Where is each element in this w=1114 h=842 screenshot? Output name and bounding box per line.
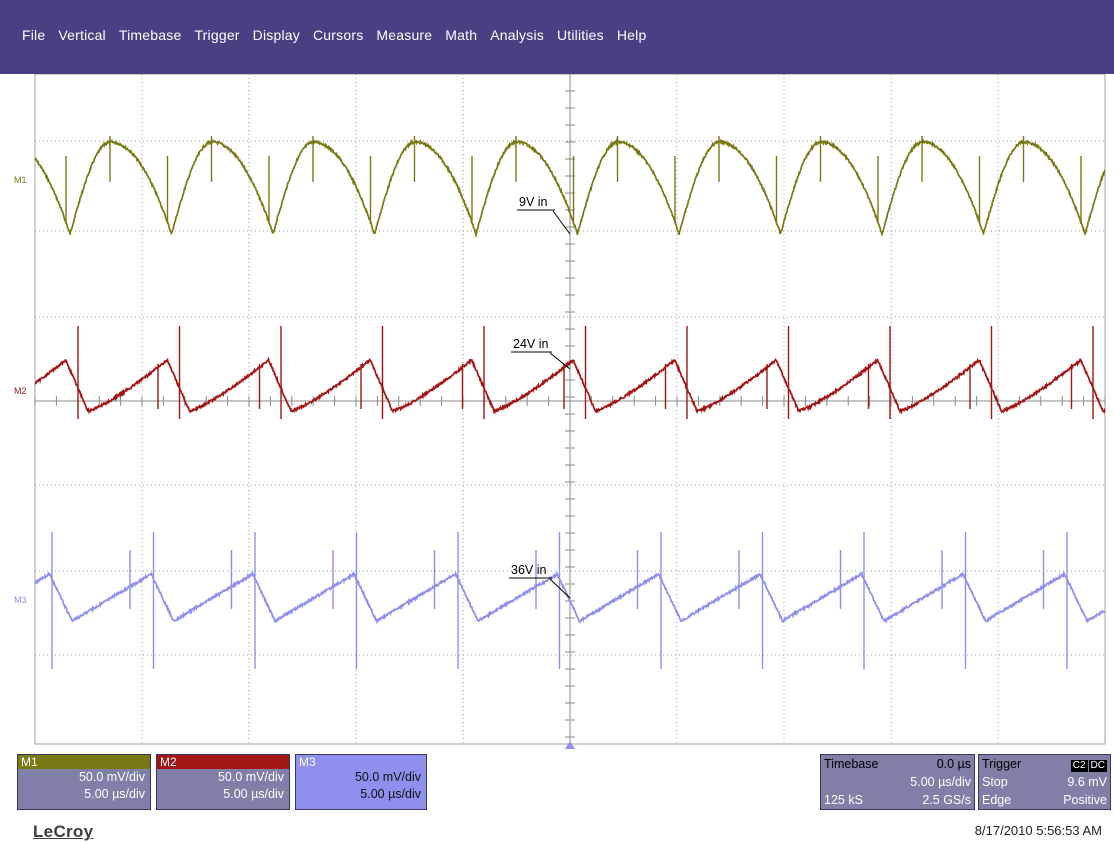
channel-tile-m3[interactable]: M3 50.0 mV/div 5.00 µs/div [295,754,427,810]
menu-display[interactable]: Display [252,27,300,43]
channel-tile-m1[interactable]: M1 50.0 mV/div 5.00 µs/div [17,754,151,810]
m3-tdiv: 5.00 µs/div [360,787,421,801]
annotations: 9V in 24V in 36V in [509,195,571,599]
annotation-9v: 9V in [519,195,548,209]
m2-vdiv: 50.0 mV/div [217,770,284,784]
trigger-slope: Positive [1063,793,1107,807]
channel-tab-m3: M3 [296,755,426,769]
lecroy-logo: LeCroy [33,822,94,841]
menu-trigger[interactable]: Trigger [194,27,240,43]
m1-marker: M1 [14,175,27,185]
channel-tile-m2[interactable]: M2 50.0 mV/div 5.00 µs/div [156,754,290,810]
annotation-24v: 24V in [513,337,548,351]
menu-analysis[interactable]: Analysis [490,27,544,43]
m2-tdiv: 5.00 µs/div [223,787,284,801]
trace-m3 [34,569,1106,625]
graticule [34,74,1106,745]
menu-cursors[interactable]: Cursors [312,27,364,43]
trace-m1 [34,138,1106,239]
annotation-36v: 36V in [511,563,546,577]
trigger-mode: Stop [982,775,1008,789]
channel-tab-m2: M2 [157,755,289,769]
trigger-label: Trigger [982,757,1022,771]
waveform-display[interactable]: M1 M2 M3 9V in 24V in 36V in [0,74,1114,754]
trigger-coupling-badge: DC [1088,760,1107,772]
trigger-source-badge: C2 [1070,760,1088,772]
trigger-badges: C2 DC [1070,755,1107,773]
trigger-tile[interactable]: Trigger C2 DC Stop 9.6 mV Edge Positive [978,754,1111,810]
m3-vdiv: 50.0 mV/div [354,770,421,784]
menu-utilities[interactable]: Utilities [556,27,604,43]
timebase-samples: 125 kS [824,793,863,807]
trigger-position-marker[interactable] [565,741,575,749]
channel-tab-m1: M1 [18,755,150,769]
menu-timebase[interactable]: Timebase [118,27,182,43]
menu-help[interactable]: Help [616,27,647,43]
timebase-rate: 2.5 GS/s [922,793,971,807]
m1-vdiv: 50.0 mV/div [78,770,145,784]
timebase-delay: 0.0 µs [936,757,971,771]
traces [34,136,1106,669]
menu-file[interactable]: File [22,27,46,43]
menu-bar: File Vertical Timebase Trigger Display C… [0,0,1114,74]
m2-marker: M2 [14,386,27,396]
menu-vertical[interactable]: Vertical [58,27,106,43]
timebase-tile[interactable]: Timebase 0.0 µs 5.00 µs/div 125 kS 2.5 G… [820,754,975,810]
m1-tdiv: 5.00 µs/div [84,787,145,801]
m3-marker: M3 [14,595,27,605]
menu-measure[interactable]: Measure [376,27,433,43]
timebase-tdiv: 5.00 µs/div [910,775,971,789]
timebase-label: Timebase [824,757,879,771]
trace-m2 [34,356,1106,415]
trigger-type: Edge [982,793,1012,807]
trace-markers: M1 M2 M3 [14,175,27,605]
trigger-level: 9.6 mV [1067,775,1107,789]
timestamp: 8/17/2010 5:56:53 AM [974,823,1102,838]
menu-math[interactable]: Math [445,27,478,43]
